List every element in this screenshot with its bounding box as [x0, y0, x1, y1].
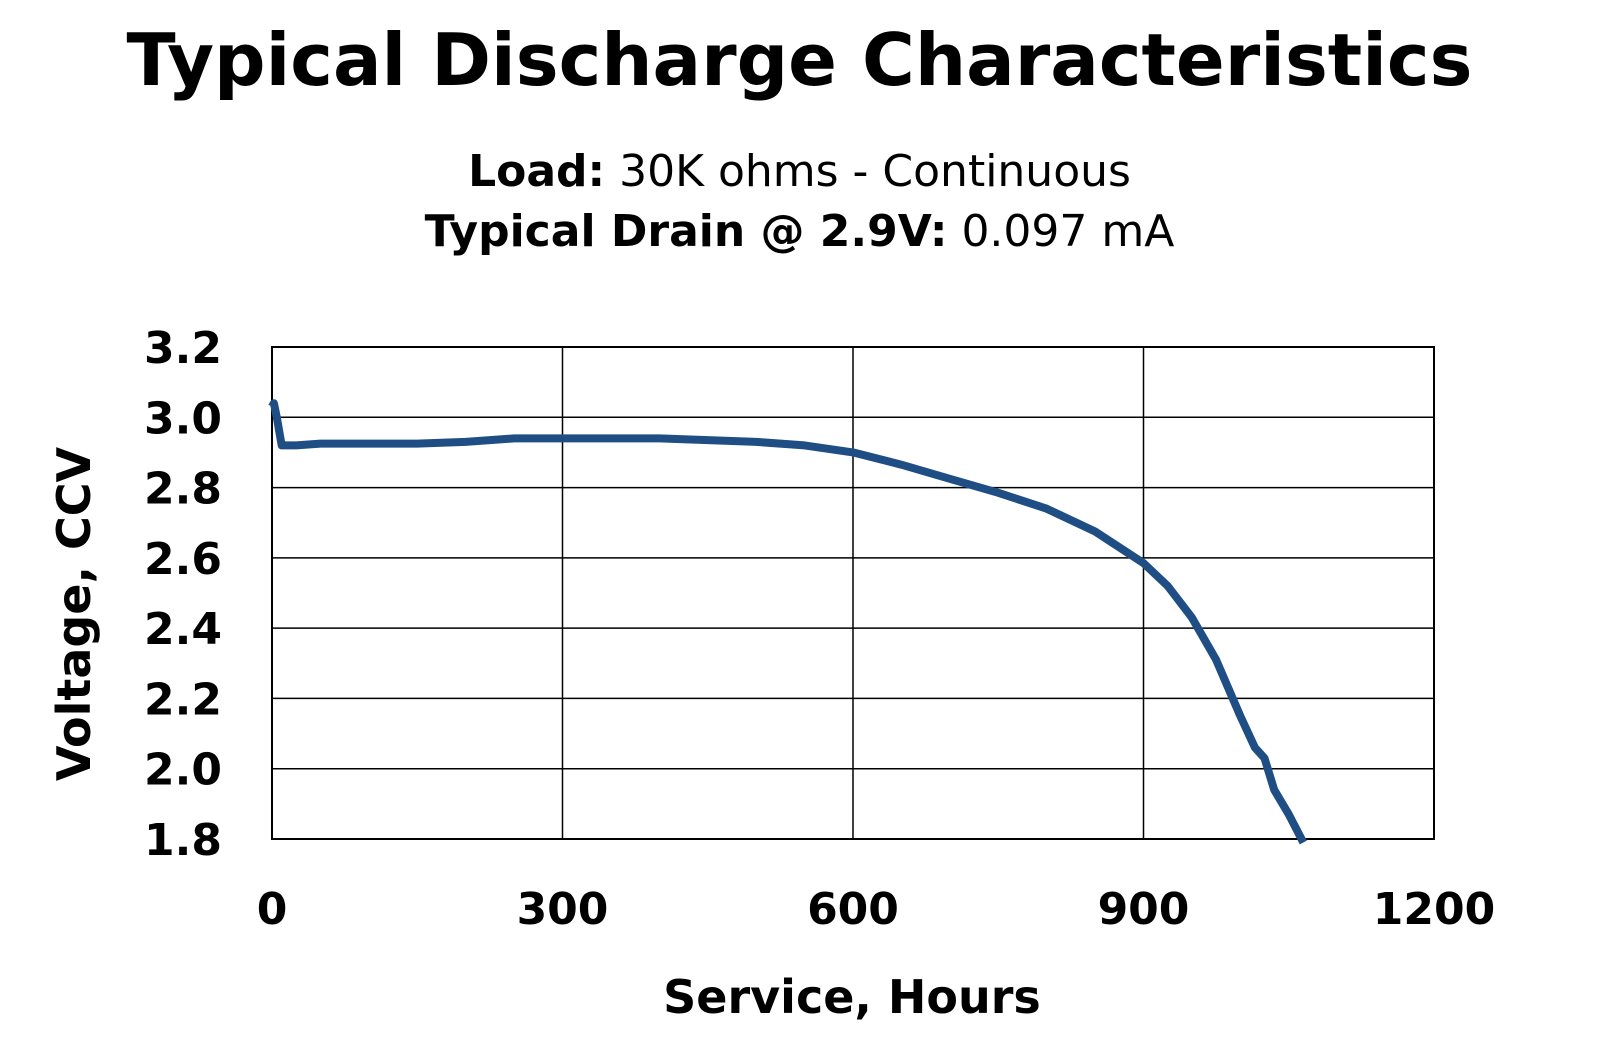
y-tick-label: 2.0 [144, 745, 222, 796]
y-tick-label: 2.6 [144, 534, 222, 585]
y-axis-label: Voltage, CCV [47, 446, 101, 781]
x-tick-label: 300 [517, 884, 609, 935]
y-tick-label: 3.0 [144, 393, 222, 444]
discharge-curve [268, 399, 1307, 845]
series-lines [268, 399, 1307, 845]
load-label: Load: [468, 146, 606, 197]
y-tick-label: 1.8 [144, 815, 222, 866]
load-value: 30K ohms - Continuous [619, 146, 1131, 197]
x-tick-label: 1200 [1373, 884, 1495, 935]
drain-value: 0.097 mA [961, 206, 1175, 257]
x-tick-label: 600 [807, 884, 899, 935]
x-tick-label: 0 [257, 884, 288, 935]
drain-line: Typical Drain @ 2.9V: 0.097 mA [0, 206, 1599, 257]
chart-title: Typical Discharge Characteristics [126, 18, 1473, 102]
drain-label: Typical Drain @ 2.9V: [424, 206, 948, 257]
x-axis-label: Service, Hours [663, 970, 1041, 1024]
y-tick-label: 3.2 [144, 323, 222, 374]
y-tick-labels: 3.2 3.0 2.8 2.6 2.4 2.2 2.0 1.8 [144, 323, 222, 866]
x-tick-labels: 0 300 600 900 1200 [257, 884, 1496, 935]
y-tick-label: 2.2 [144, 674, 222, 725]
grid [271, 346, 1435, 840]
y-tick-label: 2.4 [144, 604, 222, 655]
x-tick-label: 900 [1098, 884, 1190, 935]
load-line: Load: 30K ohms - Continuous [0, 146, 1599, 197]
y-tick-label: 2.8 [144, 464, 222, 515]
